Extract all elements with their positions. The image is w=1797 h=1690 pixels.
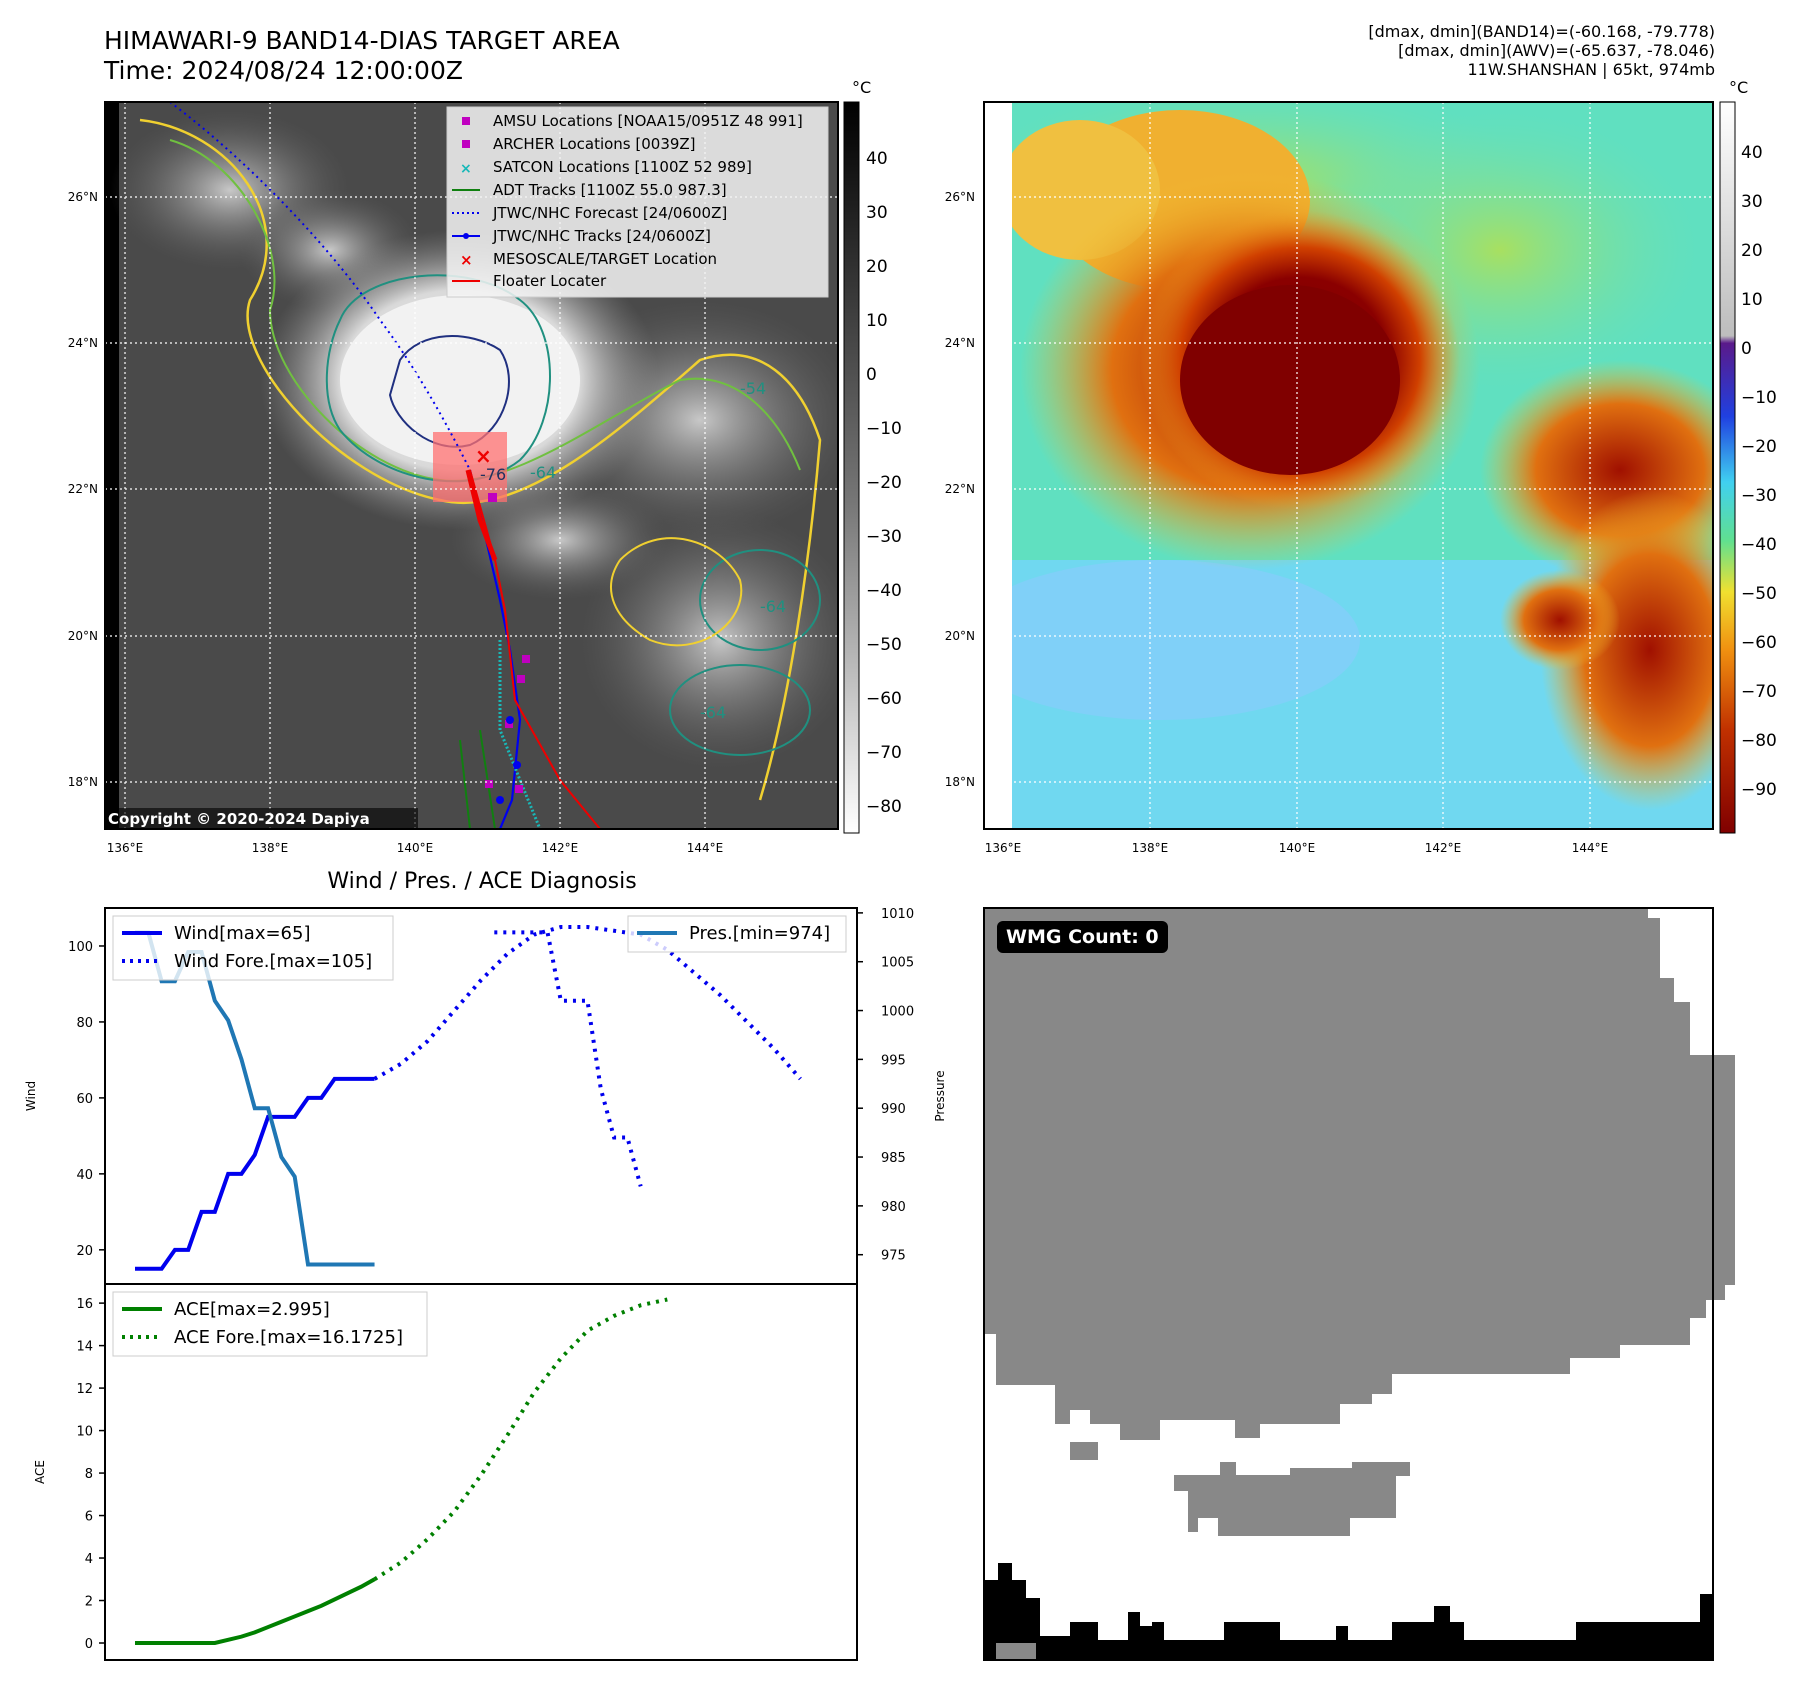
svg-text:10: 10 [866,311,888,331]
contour-label: -54 [740,379,766,398]
info-line-1: [dmax, dmin](BAND14)=(-60.168, -79.778) [1368,22,1715,41]
contour-label: -64 [700,703,726,722]
svg-text:−80: −80 [866,797,902,817]
lon-tick: 140°E [397,841,434,855]
lon-tick: 136°E [107,841,144,855]
ir-colorbar: °C 40 30 20 10 0 −10 −20 −30 −40 −50 −60… [843,78,902,834]
legend-label: AMSU Locations [NOAA15/0951Z 48 991] [493,112,803,130]
colorbar-unit: °C [852,78,871,97]
svg-text:−70: −70 [866,743,902,763]
contour-label: -64 [530,463,556,482]
legend-label: JTWC/NHC Tracks [24/0600Z] [492,227,711,245]
svg-text:40: 40 [866,149,888,169]
legend-label: MESOSCALE/TARGET Location [493,250,717,268]
legend-label: ADT Tracks [1100Z 55.0 987.3] [493,181,727,199]
svg-text:×: × [460,251,473,269]
svg-text:×: × [460,161,472,177]
figure-title: HIMAWARI-9 BAND14-DIAS TARGET AREA Time:… [104,26,620,86]
target-marker: × [475,444,492,468]
lat-tick: 26°N [68,190,98,204]
svg-text:−40: −40 [866,581,902,601]
contour-labels: -76 -64 -64 -64 -54 [480,379,786,722]
contour-label: -64 [760,597,786,616]
legend-label: SATCON Locations [1100Z 52 989] [493,158,752,176]
lat-tick: 22°N [68,482,98,496]
svg-text:30: 30 [866,203,888,223]
legend-label: JTWC/NHC Forecast [24/0600Z] [492,204,727,222]
lon-tick: 142°E [542,841,579,855]
svg-text:−10: −10 [866,419,902,439]
legend-label: Floater Locater [493,272,607,290]
svg-text:−20: −20 [866,473,902,493]
legend-label: ARCHER Locations [0039Z] [493,135,696,153]
ir-legend: × × AMSU Locations [NOAA15/0951Z 48 991]… [446,106,829,298]
wmg-count-badge: WMG Count: 0 [997,921,1168,953]
title-line-1: HIMAWARI-9 BAND14-DIAS TARGET AREA [104,26,620,55]
contour-label: -76 [480,465,506,484]
best-track-line [468,469,522,829]
storm-info: [dmax, dmin](BAND14)=(-60.168, -79.778) … [1368,22,1715,79]
title-line-2: Time: 2024/08/24 12:00:00Z [104,56,463,85]
lat-tick: 18°N [68,775,98,789]
info-line-3: 11W.SHANSHAN | 65kt, 974mb [1467,60,1715,79]
copyright-text: Copyright © 2020-2024 Dapiya [108,810,370,828]
lon-tick: 144°E [687,841,724,855]
lon-tick: 138°E [252,841,289,855]
svg-text:−50: −50 [866,635,902,655]
svg-text:−30: −30 [866,527,902,547]
target-area-box [433,432,507,502]
svg-text:0: 0 [866,365,877,385]
svg-text:−60: −60 [866,689,902,709]
info-line-2: [dmax, dmin](AWV)=(-65.637, -78.046) [1398,41,1715,60]
lat-tick: 20°N [68,629,98,643]
svg-text:20: 20 [866,257,888,277]
lat-tick: 24°N [68,336,98,350]
